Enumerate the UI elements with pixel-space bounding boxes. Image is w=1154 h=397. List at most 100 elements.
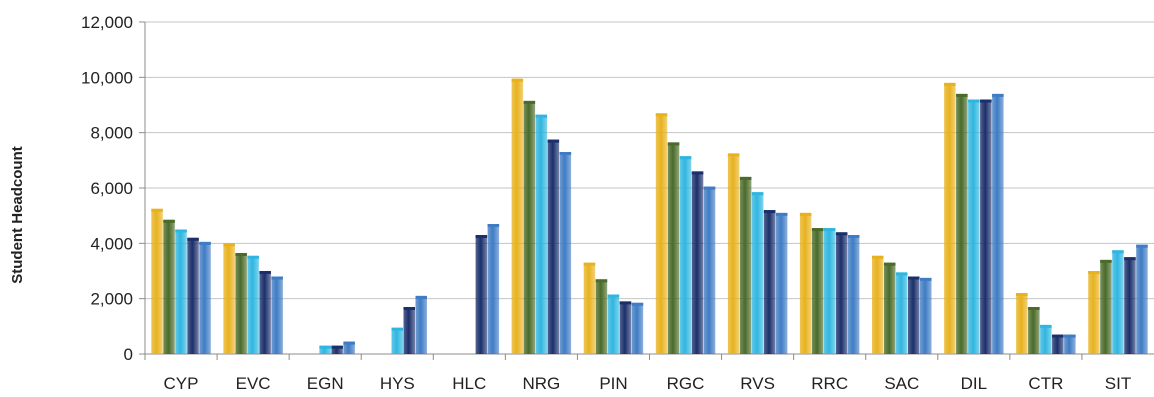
bar-top <box>259 271 271 274</box>
bar-top <box>1064 334 1076 338</box>
bar-top <box>223 243 235 247</box>
bar <box>835 232 848 354</box>
bar-top <box>751 192 764 196</box>
bar <box>391 327 403 354</box>
bar <box>199 241 211 354</box>
y-tick-label: 2,000 <box>90 290 133 309</box>
bar-top <box>175 229 187 233</box>
x-tick-label: HYS <box>380 374 415 393</box>
bar-top <box>1136 244 1148 248</box>
y-tick-label: 12,000 <box>81 13 133 32</box>
x-tick-label: RVS <box>740 374 775 393</box>
x-tick-label: HLC <box>452 374 486 393</box>
bar <box>331 345 343 354</box>
bar <box>343 341 355 354</box>
bar <box>607 294 620 354</box>
bar-top <box>415 295 427 299</box>
bar <box>223 243 235 354</box>
bar <box>1100 259 1112 354</box>
bar-top <box>235 253 247 256</box>
bar <box>1112 250 1124 355</box>
bar <box>667 142 680 354</box>
bar <box>884 262 896 354</box>
bar <box>968 99 980 354</box>
x-tick-label: EGN <box>307 374 344 393</box>
bar <box>823 228 836 354</box>
bar <box>1052 334 1064 354</box>
bar <box>956 93 968 355</box>
bar <box>920 277 932 354</box>
bar <box>944 82 956 355</box>
bar-top <box>980 99 992 103</box>
bar-top <box>487 224 500 227</box>
bar-top <box>535 114 548 118</box>
grid-lines <box>145 21 1154 355</box>
bar <box>247 255 259 354</box>
bar <box>703 186 716 354</box>
bar <box>547 139 560 354</box>
bar-top <box>619 301 632 305</box>
y-tick-label: 0 <box>124 345 133 364</box>
y-tick-label: 10,000 <box>81 68 133 87</box>
bar-top <box>1040 324 1052 328</box>
bar <box>271 276 283 354</box>
bar <box>559 152 572 354</box>
bar <box>511 78 524 354</box>
bar-top <box>920 277 932 281</box>
axes: 0 2,000 4,000 6,000 8,000 10,000 12,000 CYP EVC E… <box>81 13 1131 393</box>
x-tick-label: RRC <box>811 374 848 393</box>
bar <box>187 237 199 354</box>
bar-top <box>271 276 283 280</box>
bar-top <box>823 228 836 232</box>
bar-top <box>968 99 980 103</box>
bar-top <box>944 82 956 86</box>
bar-top <box>391 327 403 331</box>
bar <box>1016 293 1028 354</box>
bar <box>691 171 704 354</box>
bar-top <box>523 100 536 104</box>
bar <box>908 276 920 354</box>
bar-top <box>667 142 680 146</box>
bar-top <box>511 78 524 82</box>
bar-top <box>403 307 415 310</box>
bar <box>811 228 824 354</box>
bar-top <box>1112 250 1124 254</box>
bar <box>763 210 776 354</box>
bar-top <box>547 139 560 143</box>
bar <box>319 345 331 354</box>
bar-top <box>187 237 199 241</box>
bar-top <box>884 262 896 266</box>
bar-top <box>992 93 1004 97</box>
bar-top <box>811 228 824 232</box>
bar-top <box>631 302 644 306</box>
bar <box>475 235 488 354</box>
bar <box>535 114 548 354</box>
bar <box>655 113 668 354</box>
bar-top <box>847 235 860 238</box>
bar-top <box>763 210 776 214</box>
bar-top <box>679 156 692 160</box>
bar <box>992 93 1004 355</box>
bar <box>739 176 752 354</box>
bar-top <box>607 294 620 298</box>
x-tick-label: EVC <box>236 374 271 393</box>
bar <box>727 153 740 354</box>
bar <box>595 279 608 354</box>
bar-top <box>163 219 175 223</box>
bar-top <box>908 276 920 280</box>
bar <box>619 301 632 354</box>
bar <box>1028 307 1040 354</box>
bar <box>1064 334 1076 354</box>
bar <box>259 271 271 354</box>
bar-group <box>151 78 1148 355</box>
bar-top <box>703 186 716 190</box>
bar-top <box>475 235 488 238</box>
bar-top <box>583 262 596 266</box>
bar-top <box>319 345 331 349</box>
bar-top <box>775 212 788 216</box>
y-tick-label: 4,000 <box>90 234 133 253</box>
bar-top <box>1124 257 1136 261</box>
bar-top <box>1028 307 1040 310</box>
bar-top <box>331 345 343 349</box>
bar-top <box>151 208 163 212</box>
